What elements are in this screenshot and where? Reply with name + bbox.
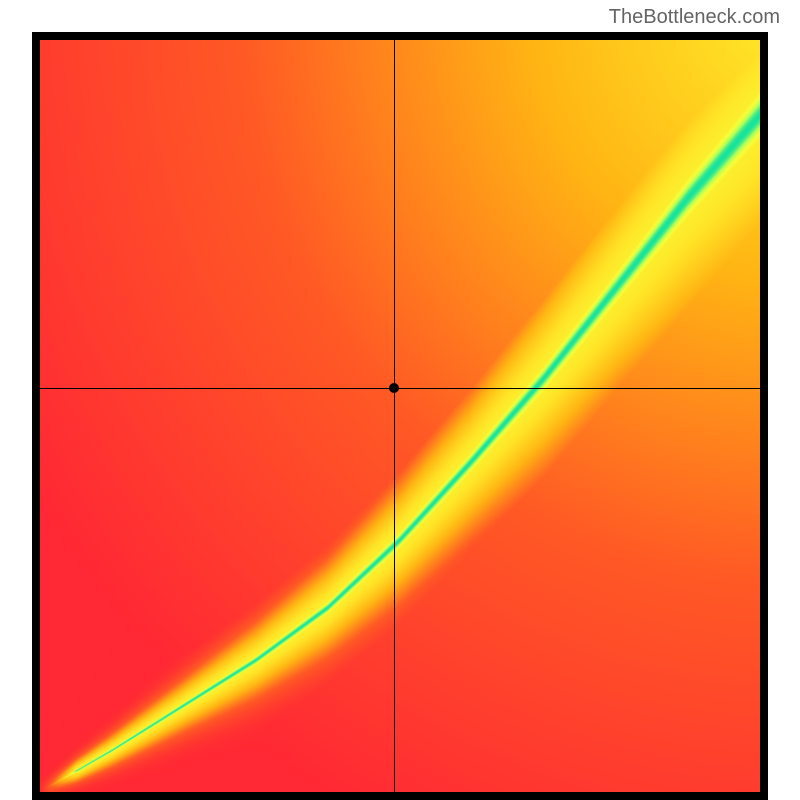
chart-container: TheBottleneck.com <box>0 0 800 800</box>
heatmap-canvas <box>40 40 760 792</box>
crosshair-vertical <box>394 40 395 792</box>
watermark-text: TheBottleneck.com <box>609 6 780 29</box>
crosshair-horizontal <box>40 388 760 389</box>
chart-frame <box>32 32 768 800</box>
plot-area <box>40 40 760 792</box>
